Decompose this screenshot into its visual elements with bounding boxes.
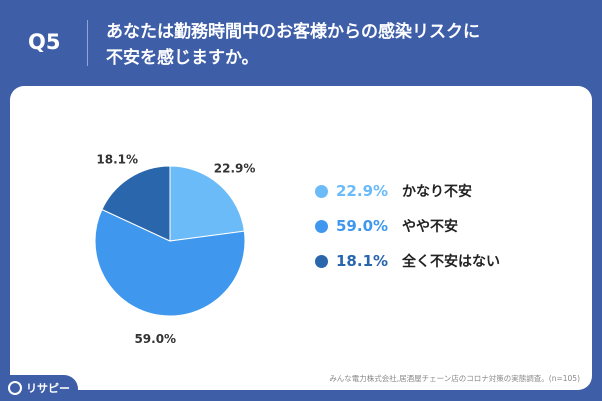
legend-label: 全く不安はない (402, 254, 500, 270)
legend-label: かなり不安 (402, 184, 472, 200)
brand-name: リサピー (26, 382, 70, 395)
pie-slice-yaya (94, 208, 246, 317)
pie-chart: 22.9% 59.0% 18.1% (94, 152, 256, 346)
brand-logo-icon (8, 381, 22, 395)
question-line-1: あなたは勤務時間中のお客様からの感染リスクに (106, 22, 480, 42)
legend-value: 18.1% (336, 252, 389, 270)
legend-value: 22.9% (336, 182, 389, 200)
brand-tab: リサピー (0, 375, 78, 401)
question-text: あなたは勤務時間中のお客様からの感染リスクに 不安を感じますか。 (106, 19, 576, 71)
pie-data-label: 18.1% (96, 152, 138, 166)
legend-item-yaya: 59.0% やや不安 (315, 215, 500, 237)
question-line-2: 不安を感じますか。 (106, 48, 259, 68)
legend-swatch (315, 219, 328, 233)
legend-item-kanari: 22.9% かなり不安 (315, 180, 500, 202)
pie-data-label: 59.0% (134, 332, 176, 346)
header: Q5 あなたは勤務時間中のお客様からの感染リスクに 不安を感じますか。 (0, 0, 602, 86)
legend-swatch (315, 184, 328, 198)
legend-swatch (315, 254, 328, 268)
pie-slice-kanari (169, 165, 245, 242)
source-note: みんな電力株式会社,居酒屋チェーン店のコロナ対策の実態調査。(n=105) (329, 374, 580, 383)
pie-data-label: 22.9% (214, 161, 256, 175)
legend-value: 59.0% (336, 217, 389, 235)
chart-card: 22.9% 59.0% 18.1% 22.9% かなり不安 59.0% やや不安 1… (10, 86, 592, 390)
legend: 22.9% かなり不安 59.0% やや不安 18.1% 全く不安はない (315, 180, 500, 285)
pie-slice-mattaku (101, 165, 171, 242)
legend-item-mattaku: 18.1% 全く不安はない (315, 250, 500, 272)
legend-label: やや不安 (402, 219, 458, 235)
header-divider (87, 20, 88, 66)
question-number: Q5 (28, 30, 61, 54)
